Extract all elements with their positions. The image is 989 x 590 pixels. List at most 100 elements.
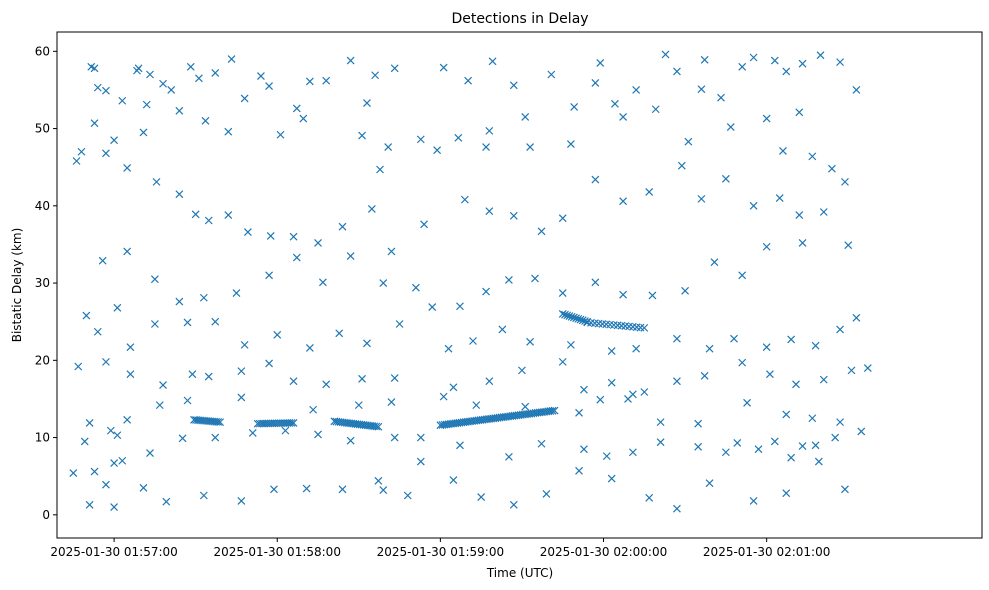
data-point	[656, 418, 665, 427]
data-point	[454, 133, 463, 142]
data-point	[256, 72, 265, 80]
data-point	[726, 123, 735, 131]
data-point	[102, 86, 110, 95]
data-point	[363, 339, 371, 348]
data-point	[175, 297, 184, 306]
data-point	[814, 457, 823, 466]
data-point	[572, 314, 581, 323]
data-point	[558, 289, 567, 298]
data-point	[574, 314, 583, 323]
data-point	[558, 310, 567, 318]
data-point	[632, 86, 641, 94]
data-point	[322, 76, 331, 85]
data-point	[139, 483, 148, 492]
data-point	[558, 214, 567, 223]
data-point	[673, 504, 681, 513]
y-tick-label: 40	[35, 199, 50, 213]
data-point	[358, 131, 366, 140]
data-point	[237, 393, 246, 402]
data-point	[74, 362, 83, 371]
data-point	[113, 303, 122, 312]
data-point	[710, 258, 719, 267]
data-point	[93, 83, 102, 92]
data-point	[795, 108, 804, 117]
data-point	[289, 418, 298, 427]
data-point	[456, 441, 464, 450]
data-point	[488, 57, 497, 66]
data-point	[749, 53, 758, 62]
data-point	[607, 347, 616, 355]
data-point	[80, 437, 89, 446]
data-point	[110, 503, 119, 512]
data-point	[754, 445, 763, 454]
data-point	[110, 459, 119, 467]
data-point	[216, 418, 225, 427]
data-point	[482, 143, 490, 152]
data-point	[146, 449, 154, 457]
data-point	[77, 147, 86, 156]
x-tick-label: 2025-01-30 02:00:00	[540, 545, 667, 559]
x-tick-label: 2025-01-30 02:01:00	[703, 545, 830, 559]
y-axis-label: Bistatic Delay (km)	[10, 228, 24, 343]
data-point	[733, 439, 742, 447]
data-point	[123, 247, 132, 256]
y-tick-label: 0	[42, 508, 50, 522]
data-point	[730, 334, 738, 343]
data-point	[387, 398, 396, 406]
data-point	[302, 484, 311, 493]
data-point	[69, 469, 78, 478]
data-point	[811, 441, 820, 450]
data-point	[420, 220, 428, 229]
data-point	[224, 211, 233, 220]
data-point	[318, 278, 327, 287]
data-point	[852, 313, 861, 322]
data-point	[509, 81, 518, 90]
data-point	[550, 406, 559, 415]
data-point	[159, 79, 167, 88]
y-tick-label: 50	[35, 122, 50, 136]
y-axis: 0 10 20 30 40 50 60	[35, 44, 57, 522]
data-point	[782, 67, 791, 76]
data-point	[743, 398, 752, 407]
data-point	[591, 79, 600, 87]
data-point	[201, 116, 210, 125]
data-point	[694, 419, 703, 428]
data-point	[237, 367, 246, 376]
data-point	[335, 329, 344, 338]
data-point	[374, 422, 383, 431]
data-point	[265, 271, 274, 280]
data-point	[322, 380, 331, 389]
data-point	[90, 64, 99, 73]
data-point	[819, 208, 828, 216]
data-point	[354, 401, 363, 410]
data-point	[844, 241, 853, 250]
data-point	[521, 113, 530, 121]
data-point	[561, 310, 569, 319]
data-point	[85, 500, 94, 509]
data-point	[694, 442, 703, 451]
data-point	[738, 358, 747, 367]
data-point	[188, 370, 197, 379]
data-point	[677, 161, 686, 170]
data-point	[199, 491, 208, 500]
data-point	[211, 317, 220, 326]
data-point	[645, 493, 654, 502]
data-point	[379, 486, 388, 495]
data-point	[472, 401, 481, 410]
data-point	[232, 289, 241, 298]
data-point	[372, 422, 381, 431]
data-point	[705, 344, 714, 353]
data-point	[537, 227, 546, 236]
data-point	[578, 316, 587, 325]
data-point	[270, 485, 278, 494]
data-point	[314, 238, 322, 247]
data-point	[363, 99, 371, 107]
data-point	[211, 433, 220, 442]
y-tick-label: 10	[35, 431, 50, 445]
data-point	[346, 252, 355, 260]
plot-frame	[56, 31, 983, 539]
data-point	[460, 195, 469, 204]
data-point	[191, 210, 200, 219]
data-point	[204, 216, 213, 225]
data-point	[150, 320, 159, 328]
